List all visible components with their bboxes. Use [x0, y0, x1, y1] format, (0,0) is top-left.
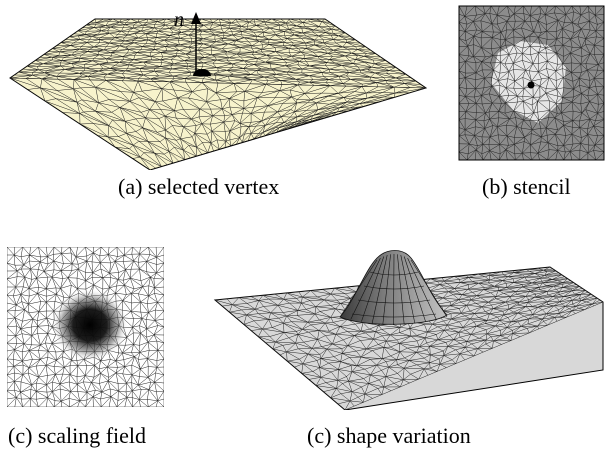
normal-label: n: [174, 9, 184, 31]
stencil-center-vertex: [527, 81, 535, 89]
bump-wireframe: [339, 253, 448, 326]
caption-selected-vertex: (a) selected vertex: [118, 174, 280, 199]
mesh-edges: [459, 6, 604, 160]
bump-edges: [339, 253, 448, 326]
selected-vertex-mesh: n: [9, 9, 428, 170]
scaling-field-blob: [52, 289, 128, 361]
mesh-edges: [10, 19, 426, 89]
normal-arrow-head: [191, 12, 201, 24]
scaling-field-mesh: [7, 247, 164, 407]
caption-shape-variation: (c) shape variation: [307, 423, 471, 448]
stencil-wireframe: [459, 6, 604, 160]
panel-shape-variation: [205, 240, 605, 410]
panel-stencil: [458, 5, 605, 162]
stencil-mesh: [458, 5, 605, 161]
caption-scaling-field: (c) scaling field: [8, 423, 147, 448]
mesh-edges: [10, 77, 426, 170]
caption-stencil: (b) stencil: [482, 174, 571, 199]
shape-variation-mesh: [213, 250, 604, 410]
mesh-wireframe: [10, 19, 426, 170]
panel-scaling-field: [5, 245, 167, 410]
panel-selected-vertex: n: [0, 0, 430, 170]
selected-vertex-marker: [193, 69, 211, 76]
